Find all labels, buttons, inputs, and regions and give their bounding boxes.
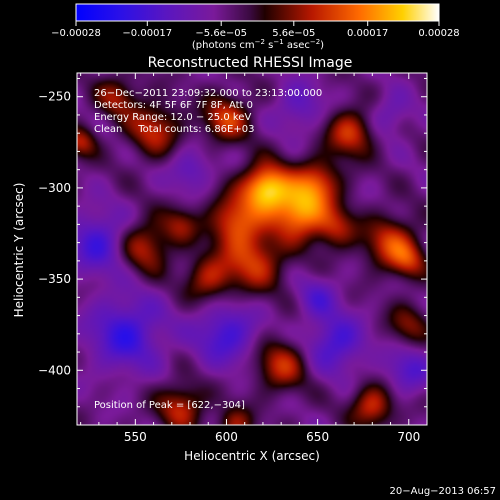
peak-position-label: Position of Peak = [622,−304] (94, 400, 245, 411)
info-line-energy: Energy Range: 12.0 − 25.0 keV (94, 112, 251, 123)
x-tick-label: 550 (124, 430, 147, 444)
info-line-counts: Clean Total counts: 6.86E+03 (94, 124, 254, 135)
footer-timestamp: 20−Aug−2013 06:57 (390, 486, 496, 497)
info-line-detectors: Detectors: 4F 5F 6F 7F 8F, Att 0 (94, 100, 253, 111)
plot-frame (76, 72, 428, 426)
colorbar-tick-label: 0.00017 (347, 28, 388, 39)
colorbar-ticks: −0.00028 −0.00017 −5.6e−05 5.6e−05 0.00017 0.… (51, 21, 460, 39)
colorbar (75, 3, 440, 22)
y-axis-label: Heliocentric Y (arcsec) (12, 183, 26, 318)
x-tick-label: 700 (397, 430, 420, 444)
axis-ticks: 550 600 650 700 −250 −300 −350 −400 (38, 73, 428, 444)
x-tick-label: 650 (306, 430, 329, 444)
colorbar-tick-label: −5.6e−05 (195, 28, 247, 39)
y-tick-label: −350 (38, 272, 71, 286)
colorbar-unit-label: (photons cm−2 s−1 asec−2) (192, 38, 324, 51)
colorbar-tick-label: 0.00028 (418, 28, 459, 39)
heatmap-image (77, 73, 427, 425)
y-tick-label: −300 (38, 181, 71, 195)
chart-title: Reconstructed RHESSI Image (148, 55, 353, 71)
x-tick-label: 600 (215, 430, 238, 444)
colorbar-tick-label: 5.6e−05 (272, 28, 315, 39)
info-line-time: 26−Dec−2011 23:09:32.000 to 23:13:00.000 (94, 88, 322, 99)
colorbar-tick-label: −0.00028 (51, 28, 101, 39)
colorbar-tick-label: −0.00017 (122, 28, 172, 39)
y-tick-label: −400 (38, 363, 71, 377)
x-axis-label: Heliocentric X (arcsec) (184, 449, 320, 463)
heatmap-container (77, 73, 427, 425)
y-tick-label: −250 (38, 90, 71, 104)
info-block: 26−Dec−2011 23:09:32.000 to 23:13:00.000… (94, 88, 322, 135)
